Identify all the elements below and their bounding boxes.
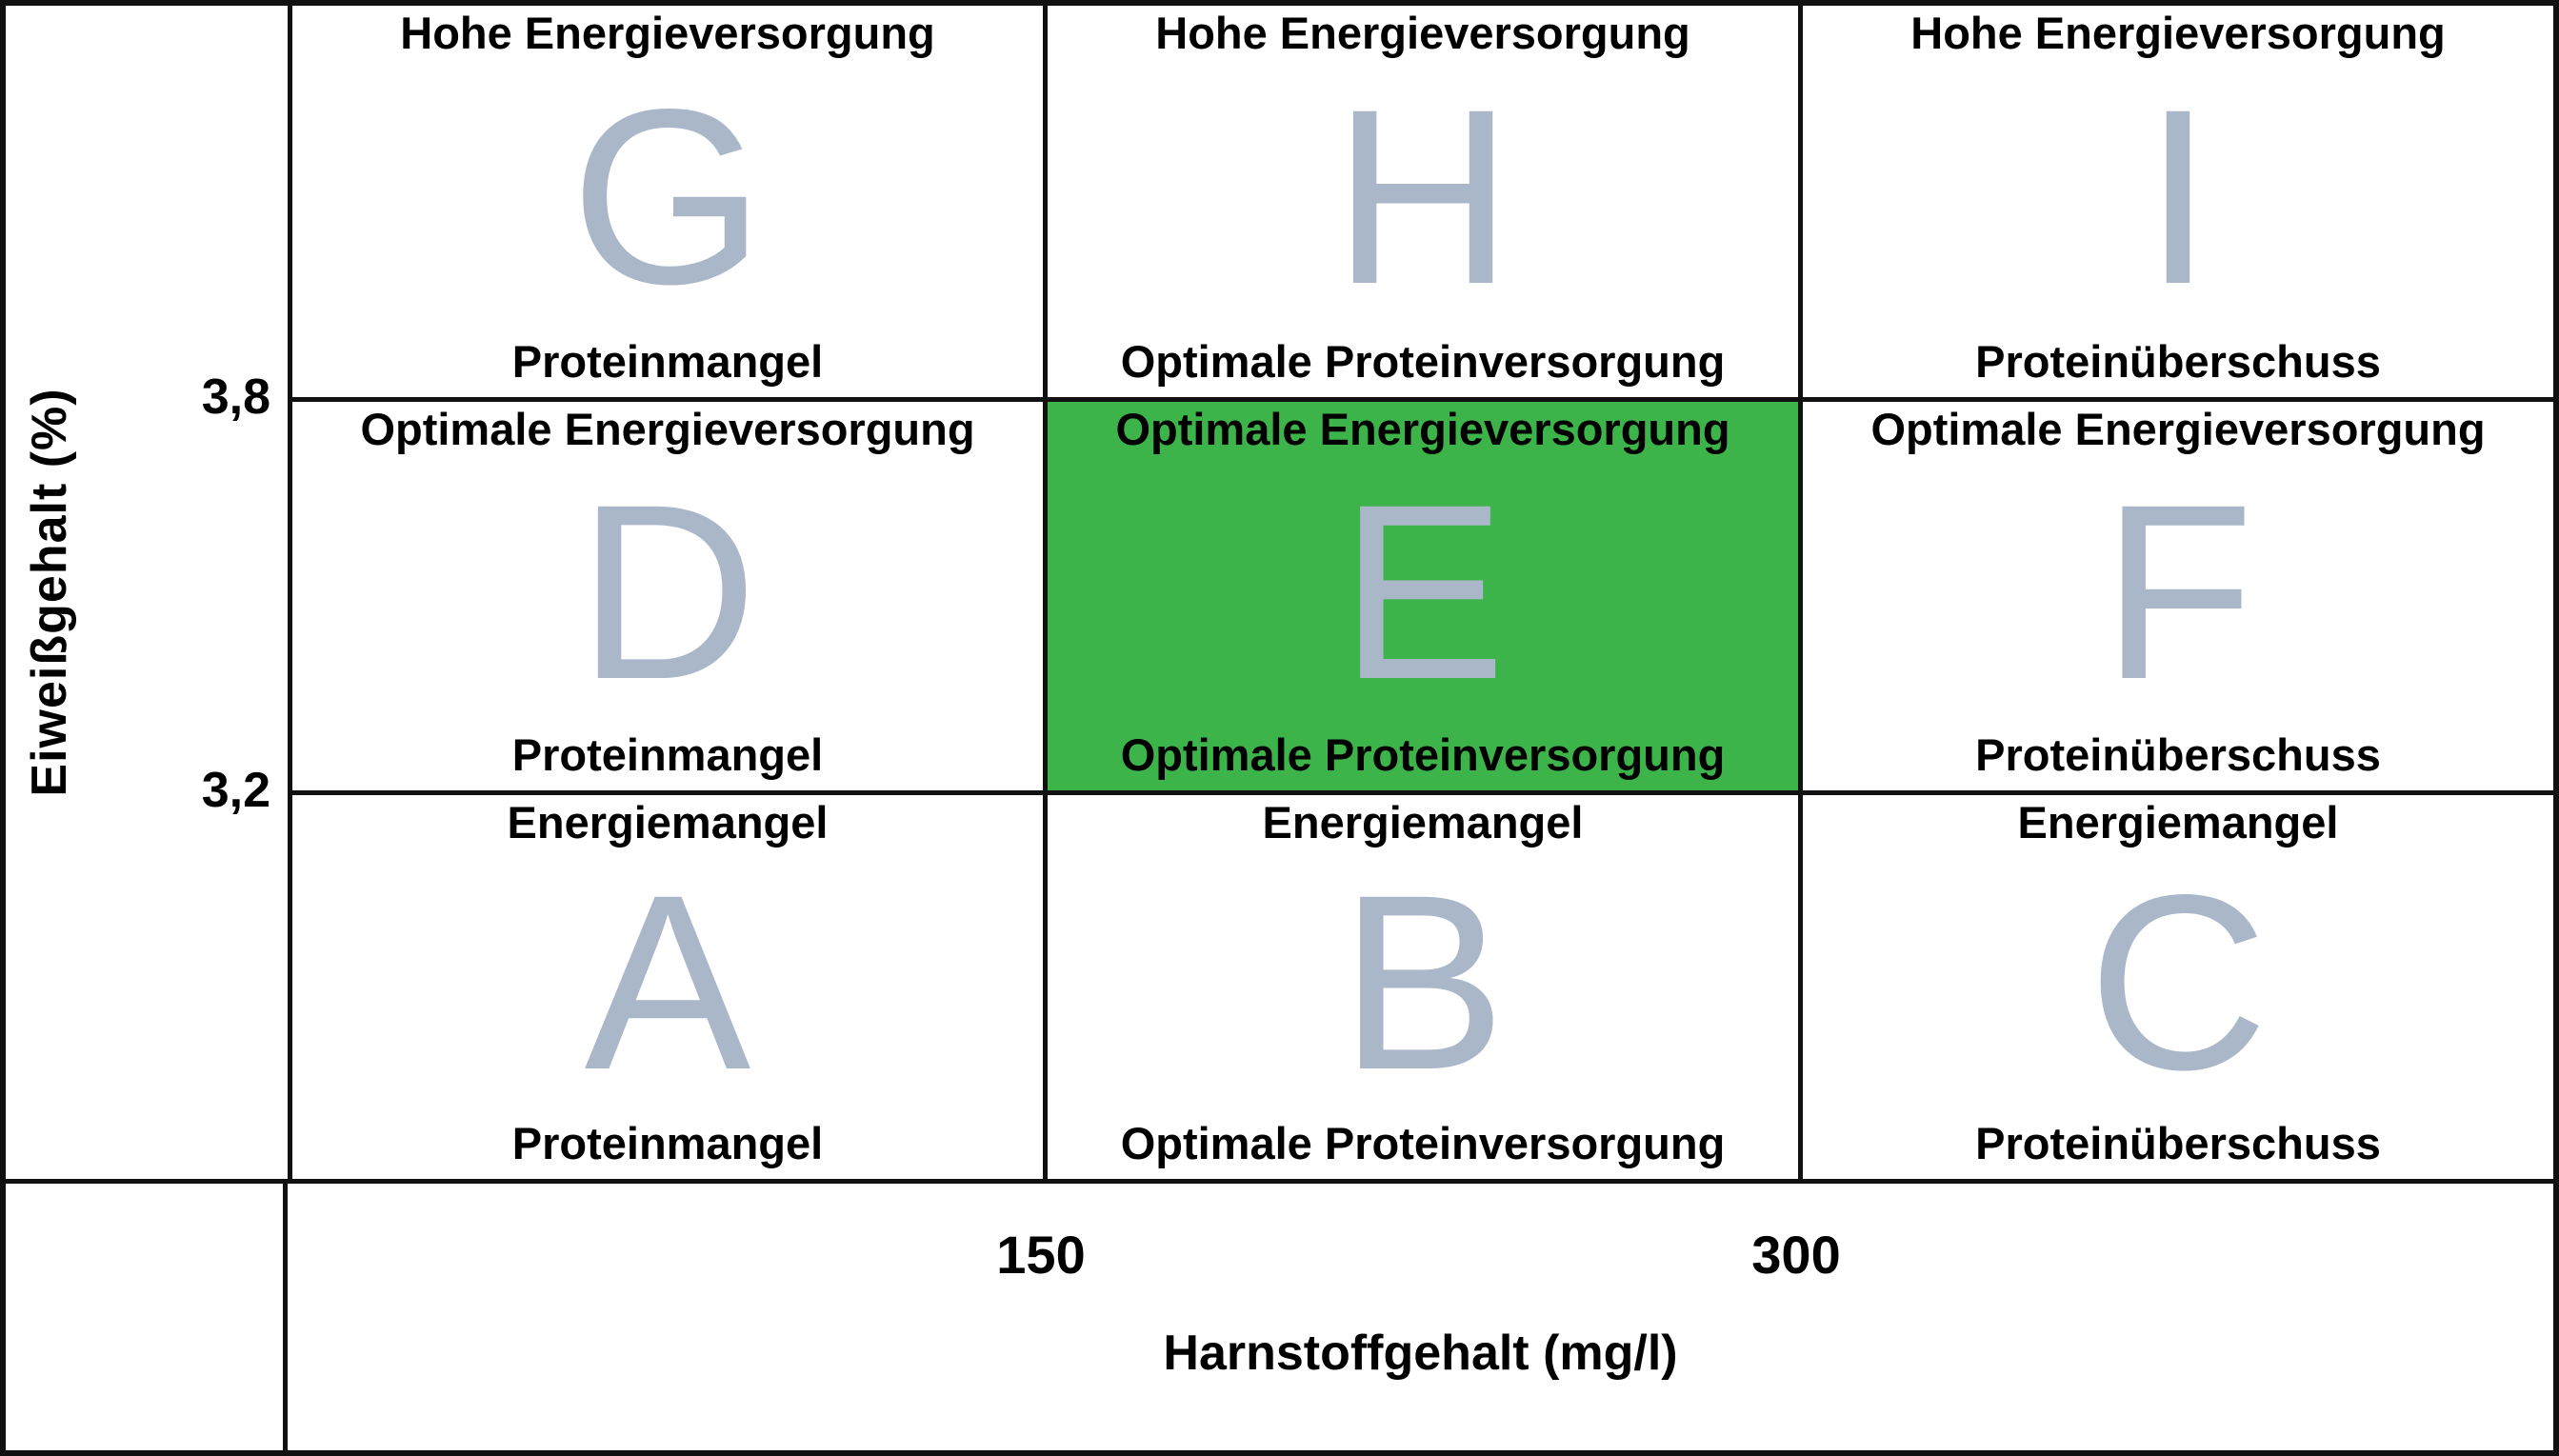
cell-A-energy-label: Energiemangel [507,797,829,848]
cell-F: Optimale Energieversorgung F Proteinüber… [1798,397,2553,790]
cell-H-energy-label: Hohe Energieversorgung [1155,8,1690,58]
y-axis-title: Eiweißgehalt (%) [22,388,77,797]
x-axis-tick-300: 300 [1751,1225,1841,1285]
cell-B-protein-label: Optimale Proteinversorgung [1120,1117,1726,1168]
cell-F-protein-label: Proteinüberschuss [1975,728,2381,780]
cell-H: Hohe Energieversorgung H Optimale Protei… [1043,6,1798,397]
cell-E-highlighted: Optimale Energieversorgung E Optimale Pr… [1043,397,1798,790]
cell-G-protein-label: Proteinmangel [511,335,824,387]
cell-E-letter: E [1339,451,1507,731]
cell-C: Energiemangel C Proteinüberschuss [1798,790,2553,1184]
x-axis-title: Harnstoffgehalt (mg/l) [1163,1326,1678,1381]
cell-I: Hohe Energieversorgung I Proteinüberschu… [1798,6,2553,397]
cell-D-letter: D [577,451,758,731]
cell-G-energy-label: Hohe Energieversorgung [400,8,935,58]
cell-B-letter: B [1339,843,1507,1123]
cell-A-protein-label: Proteinmangel [511,1117,824,1168]
cell-F-energy-label: Optimale Energieversorgung [1870,404,2486,454]
cell-A-letter: A [584,843,751,1123]
y-axis-tick-3-2: 3,2 [201,763,270,818]
cell-F-letter: F [2101,451,2255,731]
cell-C-letter: C [2088,843,2269,1123]
cell-B: Energiemangel B Optimale Proteinversorgu… [1043,790,1798,1184]
x-axis-tick-150: 150 [996,1225,1086,1285]
cell-C-energy-label: Energiemangel [2017,797,2339,848]
cell-E-energy-label: Optimale Energieversorgung [1115,404,1730,454]
cell-I-energy-label: Hohe Energieversorgung [1910,8,2446,58]
y-axis-zone: Eiweißgehalt (%) 3,8 3,2 [6,6,288,1184]
cell-H-letter: H [1332,57,1513,337]
cell-D-energy-label: Optimale Energieversorgung [360,404,975,454]
cell-A: Energiemangel A Proteinmangel [288,790,1043,1184]
cell-D: Optimale Energieversorgung D Proteinmang… [288,397,1043,790]
cell-G-letter: G [570,57,765,337]
x-axis-zone: 150 300 Harnstoffgehalt (mg/l) [288,1184,2553,1450]
axis-corner-stub [6,1184,288,1450]
cell-D-protein-label: Proteinmangel [511,728,824,780]
cell-H-protein-label: Optimale Proteinversorgung [1120,335,1726,387]
cell-B-energy-label: Energiemangel [1262,797,1584,848]
cell-I-protein-label: Proteinüberschuss [1975,335,2381,387]
cell-G: Hohe Energieversorgung G Proteinmangel [288,6,1043,397]
cell-C-protein-label: Proteinüberschuss [1975,1117,2381,1168]
cell-E-protein-label: Optimale Proteinversorgung [1120,728,1726,780]
cell-I-letter: I [2143,57,2213,337]
y-axis-tick-3-8: 3,8 [201,369,270,425]
